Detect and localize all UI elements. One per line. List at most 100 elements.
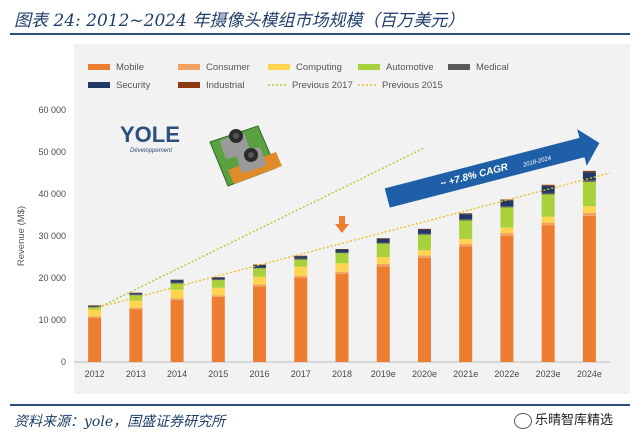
y-tick-label: 0 (61, 357, 66, 367)
bar-segment-computing (417, 250, 431, 256)
bar-segment-mobile (376, 266, 390, 362)
bar-segment-consumer (211, 295, 225, 297)
bar-segment-medical (88, 306, 102, 308)
x-tick-label: 2013 (126, 369, 146, 379)
bar-segment-security (335, 249, 349, 253)
x-tick-label: 2023e (536, 369, 561, 379)
bar-segment-security (170, 280, 184, 283)
bar-segment-automotive (582, 181, 596, 207)
bar-segment-automotive (376, 243, 390, 257)
bar-segment-computing (582, 206, 596, 213)
bar-segment-mobile (253, 286, 267, 362)
legend-swatch (88, 82, 110, 88)
bar-segment-industrial (417, 228, 431, 230)
bar-segment-security (500, 200, 514, 207)
bar-segment-consumer (335, 271, 349, 274)
bar-segment-automotive (417, 234, 431, 251)
legend-label: Mobile (116, 62, 144, 73)
x-tick-label: 2022e (494, 369, 519, 379)
bar-segment-security (459, 214, 473, 220)
bar-segment-industrial (500, 199, 514, 201)
bar-segment-computing (170, 289, 184, 299)
bar-segment-mobile (170, 299, 184, 362)
bar-segment-computing (541, 216, 555, 223)
figure-source: 资料来源：yole，国盛证券研究所 (14, 414, 226, 430)
bar-segment-medical (129, 294, 143, 296)
bar-segment-mobile (417, 257, 431, 362)
bar-segment-automotive (129, 295, 143, 301)
bar-segment-medical (335, 252, 349, 254)
bar-segment-mobile (129, 309, 143, 362)
previous-line-previous-2017 (94, 147, 425, 311)
legend-label: Industrial (206, 80, 245, 91)
bar-segment-industrial (335, 249, 349, 250)
x-tick-label: 2017 (291, 369, 311, 379)
legend-label: Medical (476, 62, 509, 73)
chart-panel (74, 44, 630, 394)
bar-segment-automotive (253, 268, 267, 277)
bar-segment-consumer (294, 275, 308, 278)
bar-segment-consumer (129, 307, 143, 310)
y-tick-label: 60 000 (38, 105, 66, 115)
bar-segment-consumer (582, 212, 596, 216)
legend-swatch (358, 64, 380, 70)
legend-label: Previous 2017 (292, 80, 353, 91)
bar-segment-automotive (459, 220, 473, 239)
x-tick-label: 2018 (332, 369, 352, 379)
down-arrow-marker (335, 216, 349, 233)
y-tick-label: 40 000 (38, 189, 66, 199)
bar-segment-industrial (582, 170, 596, 173)
x-tick-label: 2020e (412, 369, 437, 379)
chart-legend: Mobile Consumer Computing Automotive Medical… (88, 62, 509, 91)
title-rule (10, 33, 630, 35)
cagr-arrow (384, 129, 600, 208)
bar-segment-mobile (335, 273, 349, 362)
watermark-text: 乐晴智库精选 (535, 412, 614, 427)
bar-segment-computing (253, 276, 267, 285)
bar-segment-industrial (170, 279, 184, 281)
watermark: 乐晴智库精选 (514, 409, 613, 429)
bar-segment-medical (253, 267, 267, 269)
bar-segment-mobile (459, 246, 473, 362)
logo-subtext: Développement (130, 148, 172, 154)
source-rule (10, 404, 630, 406)
bar-segment-consumer (417, 255, 431, 258)
y-tick-label: 20 000 (38, 273, 66, 283)
bar-segment-medical (294, 258, 308, 260)
bar-segment-medical (459, 219, 473, 221)
bar-segment-medical (211, 279, 225, 281)
bar-segment-industrial (88, 305, 102, 306)
bar-segment-medical (376, 242, 390, 244)
bar-segment-consumer (541, 222, 555, 226)
bar-segment-mobile (500, 236, 514, 362)
bar-segment-computing (129, 300, 143, 308)
legend-swatch (178, 64, 200, 70)
bar-segment-mobile (541, 225, 555, 362)
bar-segment-medical (500, 206, 514, 208)
bar-segment-computing (294, 266, 308, 276)
bar-segment-security (211, 277, 225, 280)
bar-segment-consumer (376, 263, 390, 267)
bar-segment-security (88, 305, 102, 307)
legend-label: Automotive (386, 62, 434, 73)
logo-text: YOLE (120, 122, 180, 147)
bar-segment-computing (335, 263, 349, 272)
bar-segment-consumer (88, 316, 102, 318)
bar-segment-mobile (88, 317, 102, 362)
legend-swatch (448, 64, 470, 70)
bar-segment-security (253, 264, 267, 268)
bar-segment-computing (459, 238, 473, 244)
bar-segment-consumer (500, 233, 514, 236)
figure-title: 图表 24: 2012~2024 年摄像头模组市场规模（百万美元） (14, 11, 465, 31)
bar-segment-industrial (459, 213, 473, 215)
x-tick-label: 2012 (85, 369, 105, 379)
bar-segment-consumer (253, 284, 267, 287)
bar-segment-industrial (376, 238, 390, 239)
legend-label: Computing (296, 62, 342, 73)
bar-segment-medical (170, 282, 184, 284)
legend-swatch (268, 64, 290, 70)
y-axis-label: Revenue (M$) (16, 206, 27, 266)
bar-segment-automotive (500, 207, 514, 228)
bar-segment-medical (541, 192, 555, 195)
bar-segment-mobile (294, 278, 308, 362)
